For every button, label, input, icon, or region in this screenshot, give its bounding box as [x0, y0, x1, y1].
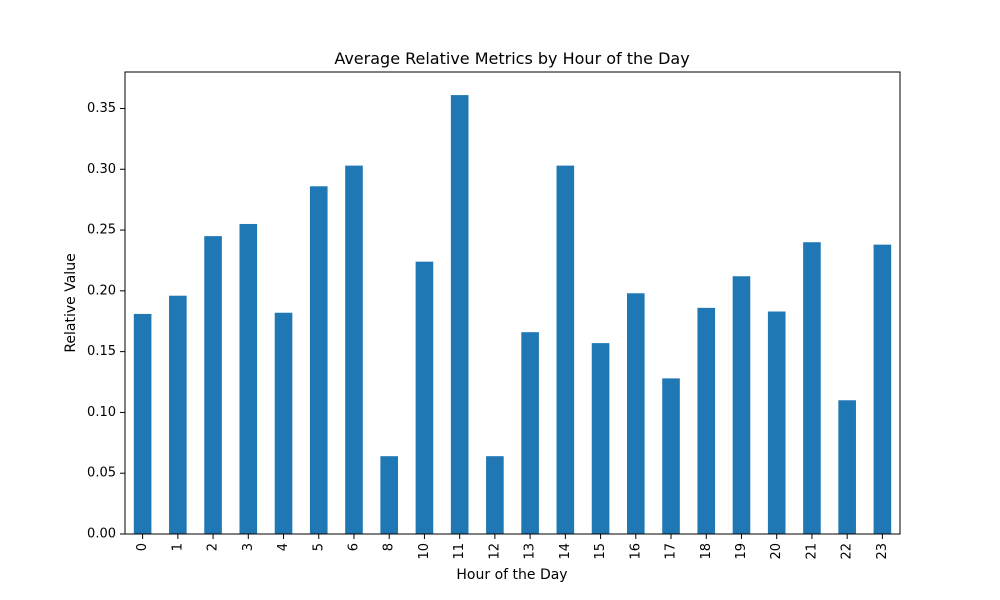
x-tick-label: 17 — [664, 543, 679, 560]
x-tick-label: 16 — [628, 543, 643, 560]
bar-23 — [873, 244, 892, 535]
x-tick-label: 23 — [875, 543, 890, 560]
x-tick-label: 22 — [840, 543, 855, 560]
x-tick-label: 1 — [170, 543, 185, 551]
bar-3 — [239, 223, 258, 534]
bar-17 — [662, 378, 680, 534]
bar-0 — [133, 313, 152, 534]
x-tick-label: 19 — [734, 543, 749, 560]
bar-15 — [591, 343, 610, 534]
x-tick-label: 4 — [276, 543, 291, 551]
bar-18 — [697, 307, 716, 534]
x-tick-label: 14 — [558, 543, 573, 560]
x-tick-label: 0 — [135, 543, 150, 551]
bar-13 — [521, 332, 539, 534]
y-tick-label: 0.35 — [87, 101, 116, 116]
x-tick-label: 6 — [346, 543, 361, 551]
bar-1 — [169, 295, 187, 534]
bar-6 — [345, 165, 363, 534]
x-tick-label: 10 — [417, 543, 432, 560]
bar-5 — [309, 186, 328, 534]
y-tick-label: 0.30 — [87, 162, 116, 177]
bar-16 — [626, 293, 645, 534]
bar-14 — [556, 165, 575, 534]
x-tick-label: 20 — [769, 543, 784, 560]
bars-group — [133, 95, 892, 535]
y-axis-ticks: 0.00 0.05 0.10 0.15 0.20 0.25 0.30 0.35 — [87, 101, 125, 542]
y-tick-label: 0.10 — [87, 405, 116, 420]
x-tick-label: 2 — [206, 543, 221, 551]
y-tick-label: 0.05 — [87, 466, 116, 481]
y-tick-label: 0.00 — [87, 527, 116, 542]
bar-21 — [803, 242, 821, 535]
x-tick-label: 11 — [452, 543, 467, 560]
bar-22 — [838, 400, 856, 534]
x-tick-label: 8 — [382, 543, 397, 551]
x-tick-label: 18 — [699, 543, 714, 560]
bar-19 — [732, 276, 751, 534]
y-tick-label: 0.20 — [87, 283, 116, 298]
chart-title: Average Relative Metrics by Hour of the … — [334, 49, 689, 68]
x-tick-label: 15 — [593, 543, 608, 560]
x-tick-label: 21 — [804, 543, 819, 560]
x-tick-label: 13 — [523, 543, 538, 560]
bar-8 — [380, 456, 399, 534]
bar-2 — [204, 236, 222, 534]
bar-10 — [415, 261, 434, 534]
x-tick-label: 12 — [487, 543, 502, 560]
x-axis-label: Hour of the Day — [456, 567, 567, 583]
x-axis-ticks: 0 1 2 3 4 5 6 8 10 11 12 13 14 15 16 17 18 19 20 21 22 23 — [135, 534, 890, 560]
bar-4 — [274, 312, 293, 534]
y-axis-label: Relative Value — [63, 253, 79, 352]
x-tick-label: 5 — [311, 543, 326, 551]
bar-11 — [450, 95, 469, 534]
y-tick-label: 0.25 — [87, 223, 116, 238]
bar-20 — [767, 311, 786, 534]
y-tick-label: 0.15 — [87, 344, 116, 359]
x-tick-label: 3 — [241, 543, 256, 551]
bar-12 — [486, 456, 504, 534]
plot-area-frame — [124, 71, 901, 535]
